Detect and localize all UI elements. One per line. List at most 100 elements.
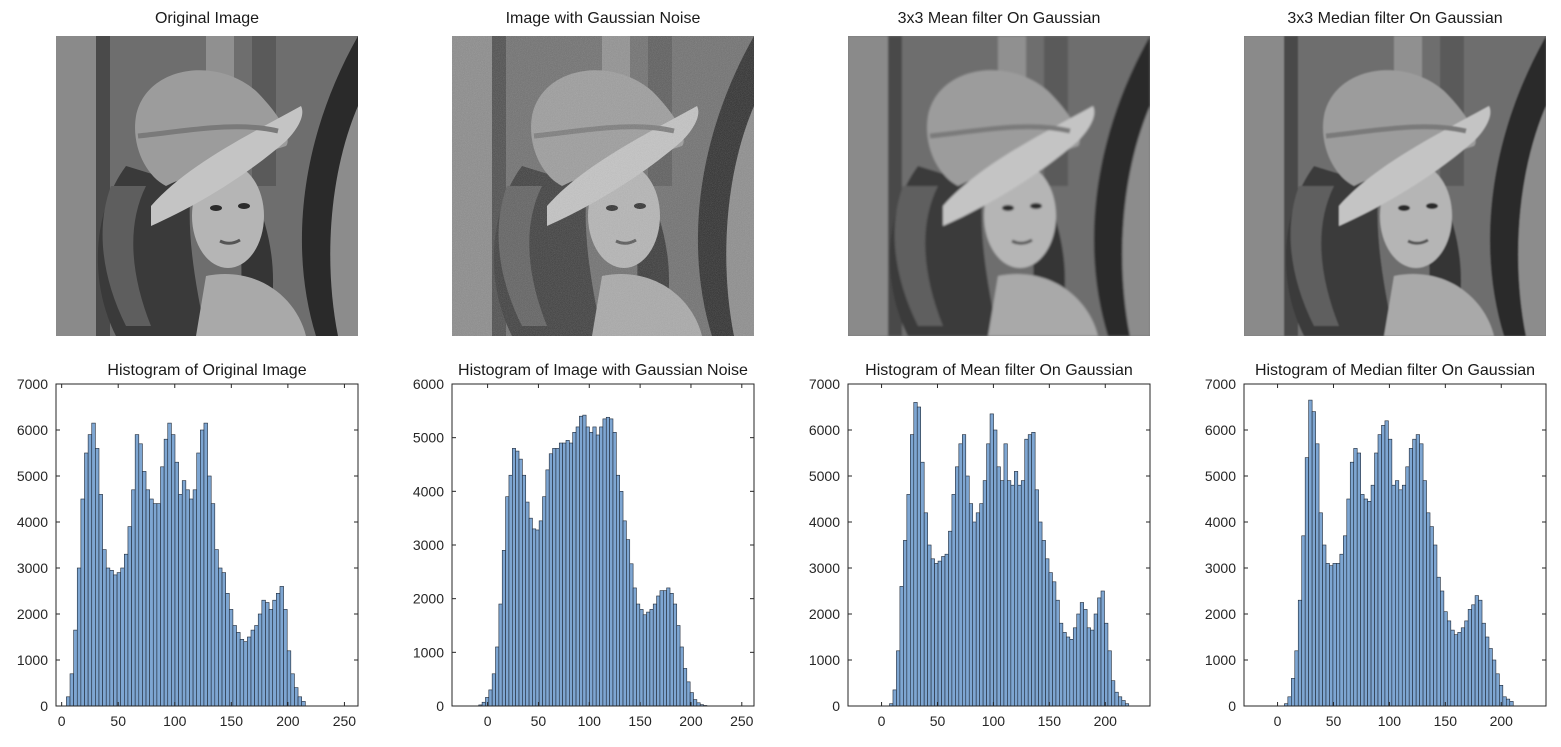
x-tick-label: 250 xyxy=(333,713,357,729)
histogram-bar xyxy=(1017,484,1022,707)
y-tick-label: 2000 xyxy=(1205,606,1236,622)
histogram-bar xyxy=(1104,622,1109,707)
histogram-bar xyxy=(649,609,654,707)
histogram-bar xyxy=(669,593,674,707)
histogram-bar xyxy=(910,434,915,707)
histogram-title: Histogram of Image with Gaussian Noise xyxy=(458,362,748,379)
noise-overlay xyxy=(452,36,754,336)
histogram-bar xyxy=(1467,609,1472,707)
histogram-bar xyxy=(982,480,987,707)
histogram-bar xyxy=(1408,448,1413,707)
image-panel-4: 3x3 Median filter On Gaussian xyxy=(1244,0,1546,340)
histogram-bar xyxy=(1010,484,1015,707)
histogram-bar xyxy=(1020,480,1026,707)
histogram-bar xyxy=(1488,648,1493,707)
x-tick-label: 0 xyxy=(1274,713,1282,729)
histogram-bar xyxy=(142,471,147,707)
histogram-bar xyxy=(652,603,657,707)
histogram-bar xyxy=(1315,443,1320,707)
histogram-bar xyxy=(975,512,980,707)
hat-brim-shape xyxy=(943,106,1095,226)
histogram-bar xyxy=(508,474,513,707)
y-tick-label: 6000 xyxy=(1205,422,1236,438)
histogram-bar xyxy=(505,496,510,707)
hat-band-shape xyxy=(929,124,1071,139)
histogram-bar xyxy=(1436,576,1441,707)
histogram-bar xyxy=(913,402,918,707)
histogram-bar xyxy=(1318,512,1323,707)
y-tick-label: 7000 xyxy=(17,376,48,392)
histogram-bar xyxy=(1076,613,1081,707)
histogram-bar xyxy=(1443,611,1448,707)
histogram-bar xyxy=(1367,501,1372,707)
histogram-bar xyxy=(152,503,158,707)
histogram-bar xyxy=(937,560,942,707)
histogram-bar xyxy=(225,593,230,707)
eye-shape xyxy=(1398,205,1410,211)
histogram-bar xyxy=(972,521,977,707)
histogram-bar xyxy=(131,489,136,707)
histogram-bar xyxy=(639,609,644,707)
background-shape xyxy=(56,36,96,336)
y-tick-label: 1000 xyxy=(1205,652,1236,668)
histogram-bar xyxy=(1024,438,1029,707)
histogram-bar xyxy=(555,448,560,707)
histogram-bar xyxy=(1401,484,1407,707)
plot-frame xyxy=(847,383,1151,707)
histogram-bar xyxy=(1447,620,1452,707)
histogram-bar xyxy=(95,448,100,707)
x-tick-label: 200 xyxy=(679,713,703,729)
histogram-bar xyxy=(1336,563,1341,707)
histogram-bar xyxy=(145,489,150,707)
histogram-bar xyxy=(134,434,140,707)
histogram-bar xyxy=(934,563,939,707)
histogram-panel-3: Histogram of Mean filter On Gaussian 0 50… xyxy=(792,358,1162,743)
histogram-bar xyxy=(1007,480,1012,707)
histogram-bar xyxy=(1457,632,1462,707)
histogram-bar xyxy=(582,414,587,707)
y-tick-label: 3000 xyxy=(1205,560,1236,576)
histogram-bar xyxy=(294,687,299,707)
x-tick-label: 50 xyxy=(930,713,946,729)
histogram-bar xyxy=(528,517,533,707)
histogram-bar xyxy=(218,567,223,707)
y-tick-label: 1000 xyxy=(17,652,48,668)
histogram-bar xyxy=(892,689,897,707)
histogram-bar xyxy=(962,434,967,707)
histogram-bar xyxy=(986,443,991,707)
histogram-bar xyxy=(941,556,946,707)
eye-shape xyxy=(1002,205,1014,211)
histogram-bar xyxy=(1381,425,1386,707)
histogram-bar xyxy=(73,629,78,707)
y-tick-label: 1000 xyxy=(413,644,444,660)
y-tick-label: 2000 xyxy=(413,591,444,607)
histogram-bar xyxy=(1433,544,1438,707)
histogram-bar xyxy=(1308,399,1313,707)
histogram-bar xyxy=(1478,599,1483,707)
histogram-bar xyxy=(501,550,506,707)
histogram-bar xyxy=(1062,632,1067,707)
x-tick-label: 100 xyxy=(1378,713,1402,729)
histogram-bar xyxy=(1349,461,1355,707)
histogram-bar xyxy=(272,599,277,707)
histogram-bar xyxy=(1291,678,1296,707)
histogram-bar xyxy=(1415,434,1420,707)
histogram-bar xyxy=(532,528,537,707)
noisy-image xyxy=(452,36,754,336)
x-tick-label: 150 xyxy=(1038,713,1062,729)
arch-shape xyxy=(1518,106,1546,336)
histogram-bar xyxy=(1052,581,1057,707)
histogram-bar xyxy=(965,475,970,707)
x-tick-label: 150 xyxy=(1434,713,1458,729)
histogram-bar xyxy=(585,426,590,707)
histogram-bar xyxy=(605,416,610,707)
histogram-bar xyxy=(656,595,661,707)
histogram-bar xyxy=(163,438,169,707)
histogram-bar xyxy=(1069,638,1074,707)
histogram-bar xyxy=(1384,420,1389,707)
histogram-bar xyxy=(1388,438,1393,707)
histogram-bar xyxy=(1000,480,1005,707)
x-tick-label: 100 xyxy=(982,713,1006,729)
histogram-bar xyxy=(545,469,550,707)
histogram-bar xyxy=(1100,590,1105,707)
